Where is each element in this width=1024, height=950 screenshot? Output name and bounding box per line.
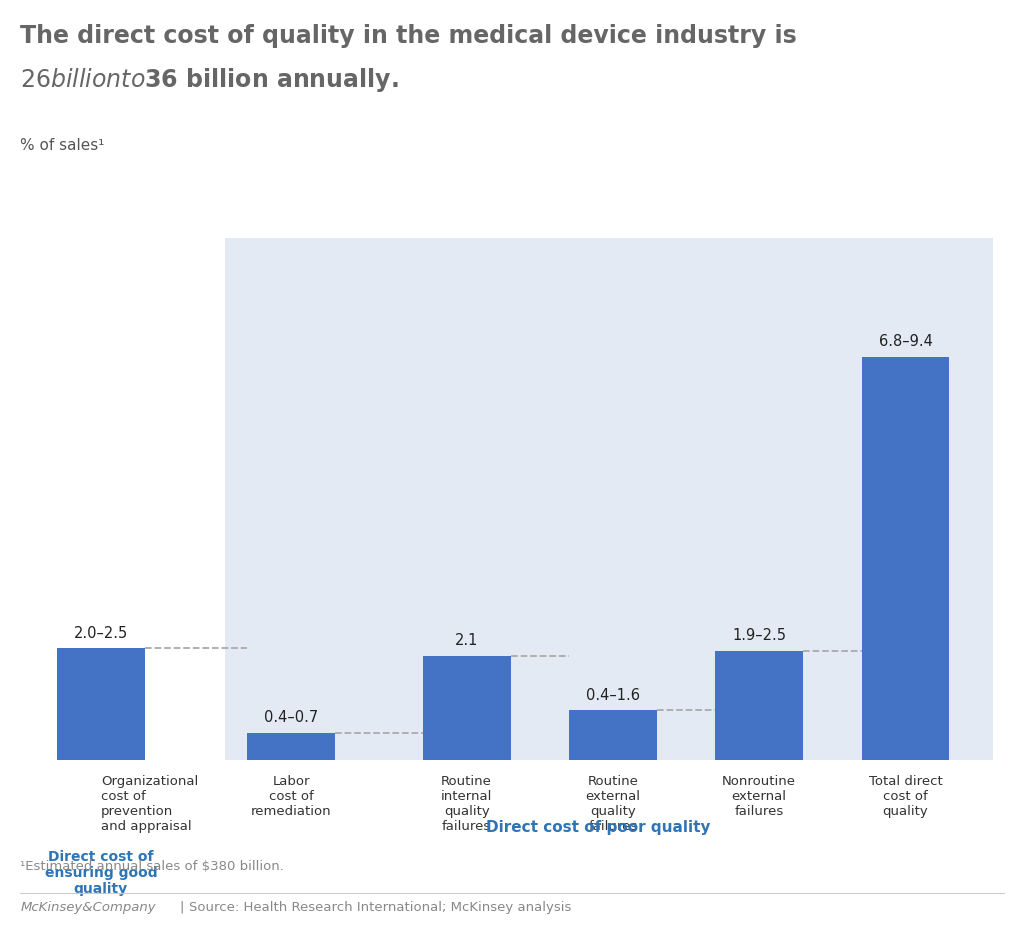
Text: Nonroutine
external
failures: Nonroutine external failures: [722, 775, 797, 818]
Text: 0.4–0.7: 0.4–0.7: [264, 711, 318, 725]
Text: Direct cost of poor quality: Direct cost of poor quality: [486, 820, 711, 835]
Bar: [57, 648, 144, 760]
Text: McKinsey&Company: McKinsey&Company: [20, 901, 156, 914]
Text: Labor
cost of
remediation: Labor cost of remediation: [251, 775, 332, 818]
Text: Total direct
cost of
quality: Total direct cost of quality: [868, 775, 942, 818]
Text: 2.1: 2.1: [455, 633, 478, 648]
Bar: [861, 357, 949, 760]
Text: The direct cost of quality in the medical device industry is: The direct cost of quality in the medica…: [20, 24, 798, 48]
Text: 2.0–2.5: 2.0–2.5: [74, 625, 128, 640]
Text: Direct cost of
ensuring good
quality: Direct cost of ensuring good quality: [45, 849, 158, 896]
Text: % of sales¹: % of sales¹: [20, 138, 104, 153]
Text: Routine
internal
quality
failures: Routine internal quality failures: [441, 775, 493, 833]
Text: 0.4–1.6: 0.4–1.6: [586, 688, 640, 703]
Text: 6.8–9.4: 6.8–9.4: [879, 334, 933, 350]
Text: Source: Health Research International; McKinsey analysis: Source: Health Research International; M…: [189, 901, 571, 914]
Bar: [247, 732, 335, 760]
Text: |: |: [179, 901, 183, 914]
Text: ¹Estimated annual sales of $380 billion.: ¹Estimated annual sales of $380 billion.: [20, 860, 285, 873]
Bar: [423, 656, 511, 760]
Bar: [716, 651, 803, 760]
Text: Organizational
cost of
prevention
and appraisal: Organizational cost of prevention and ap…: [101, 775, 199, 833]
Bar: [569, 711, 656, 760]
Text: 1.9–2.5: 1.9–2.5: [732, 628, 786, 643]
FancyBboxPatch shape: [225, 238, 993, 760]
Text: Routine
external
quality
failures: Routine external quality failures: [586, 775, 640, 833]
Text: $26 billion to $36 billion annually.: $26 billion to $36 billion annually.: [20, 66, 399, 94]
